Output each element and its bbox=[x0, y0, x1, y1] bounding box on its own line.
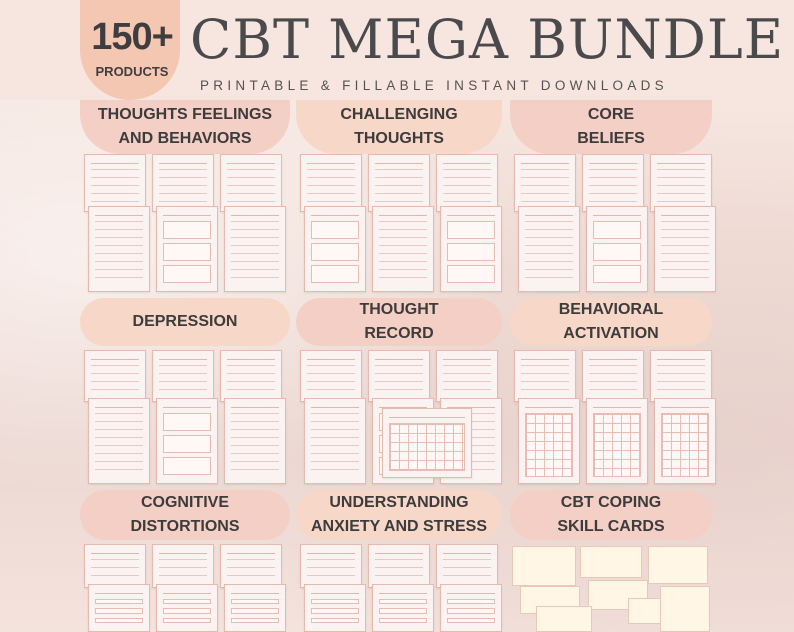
worksheet-thumbnail bbox=[304, 398, 366, 484]
worksheet-thumbnail bbox=[586, 206, 648, 292]
section-label-behavioral-activation: BEHAVIORAL ACTIVATION bbox=[510, 298, 712, 346]
worksheet-thumbnail bbox=[224, 584, 286, 632]
worksheet-thumbnail bbox=[300, 350, 362, 402]
coping-skill-card-thumbnail bbox=[512, 546, 576, 586]
section-label-depression: DEPRESSION bbox=[80, 298, 290, 346]
worksheet-thumbnail bbox=[368, 350, 430, 402]
coping-skill-card-thumbnail bbox=[536, 606, 592, 632]
section-label-anxiety-stress: UNDERSTANDING ANXIETY AND STRESS bbox=[296, 490, 502, 540]
worksheet-thumbnail bbox=[152, 350, 214, 402]
page-title: CBT MEGA BUNDLE bbox=[190, 8, 785, 71]
worksheet-thumbnail bbox=[300, 154, 362, 212]
count-badge bbox=[80, 0, 180, 100]
worksheet-thumbnail bbox=[582, 350, 644, 402]
worksheet-thumbnail bbox=[650, 350, 712, 402]
worksheet-thumbnail bbox=[220, 154, 282, 212]
worksheet-thumbnail bbox=[436, 350, 498, 402]
worksheet-thumbnail bbox=[582, 154, 644, 212]
worksheet-thumbnail bbox=[368, 544, 430, 588]
worksheet-thumbnail bbox=[514, 350, 576, 402]
worksheet-thumbnail bbox=[372, 206, 434, 292]
worksheet-thumbnail bbox=[84, 154, 146, 212]
coping-skill-card-thumbnail bbox=[648, 546, 708, 584]
worksheet-thumbnail bbox=[156, 206, 218, 292]
section-label-thought-record: THOUGHT RECORD bbox=[296, 298, 502, 346]
worksheet-thumbnail bbox=[436, 154, 498, 212]
worksheet-thumbnail bbox=[654, 398, 716, 484]
worksheet-thumbnail bbox=[440, 206, 502, 292]
worksheet-thumbnail bbox=[224, 206, 286, 292]
worksheet-thumbnail bbox=[518, 398, 580, 484]
coping-skill-card-thumbnail bbox=[580, 546, 642, 578]
worksheet-thumbnail bbox=[224, 398, 286, 484]
worksheet-thumbnail bbox=[436, 544, 498, 588]
coping-skill-card-thumbnail bbox=[660, 586, 710, 632]
worksheet-thumbnail bbox=[88, 398, 150, 484]
section-label-text: CBT COPING SKILL CARDS bbox=[557, 494, 665, 535]
section-label-text: BEHAVIORAL ACTIVATION bbox=[558, 301, 664, 342]
worksheet-thumbnail bbox=[84, 350, 146, 402]
worksheet-thumbnail bbox=[304, 206, 366, 292]
worksheet-thumbnail bbox=[152, 544, 214, 588]
worksheet-thumbnail bbox=[514, 154, 576, 212]
product-count-label: PRODUCTS bbox=[95, 64, 169, 79]
worksheet-thumbnail bbox=[152, 154, 214, 212]
section-label-text: THOUGHT RECORD bbox=[359, 301, 439, 342]
worksheet-thumbnail bbox=[368, 154, 430, 212]
section-label-coping-cards: CBT COPING SKILL CARDS bbox=[510, 490, 712, 540]
worksheet-thumbnail bbox=[304, 584, 366, 632]
worksheet-thumbnail bbox=[440, 584, 502, 632]
section-label-text: UNDERSTANDING ANXIETY AND STRESS bbox=[310, 494, 488, 535]
worksheet-thumbnail bbox=[84, 544, 146, 588]
section-label-text: CORE BELIEFS bbox=[577, 106, 645, 147]
worksheet-thumbnail bbox=[650, 154, 712, 212]
worksheet-thumbnail bbox=[586, 398, 648, 484]
worksheet-thumbnail bbox=[654, 206, 716, 292]
worksheet-thumbnail bbox=[156, 398, 218, 484]
section-label-core-beliefs: CORE BELIEFS bbox=[510, 100, 712, 154]
section-label-thoughts-feelings: THOUGHTS FEELINGS AND BEHAVIORS bbox=[80, 100, 290, 154]
worksheet-thumbnail bbox=[372, 584, 434, 632]
worksheet-thumbnail bbox=[88, 206, 150, 292]
section-label-text: CHALLENGING THOUGHTS bbox=[340, 106, 458, 147]
worksheet-thumbnail bbox=[220, 350, 282, 402]
page-subtitle: PRINTABLE & FILLABLE INSTANT DOWNLOADS bbox=[200, 78, 668, 93]
worksheet-thumbnail bbox=[220, 544, 282, 588]
worksheet-thumbnail bbox=[88, 584, 150, 632]
worksheet-thumbnail bbox=[518, 206, 580, 292]
worksheet-thumbnail bbox=[156, 584, 218, 632]
section-label-text: COGNITIVE DISTORTIONS bbox=[130, 494, 240, 535]
section-label-challenging-thoughts: CHALLENGING THOUGHTS bbox=[296, 100, 502, 154]
product-count: 150+ bbox=[91, 16, 174, 58]
section-label-text: THOUGHTS FEELINGS AND BEHAVIORS bbox=[97, 106, 273, 147]
worksheet-thumbnail bbox=[300, 544, 362, 588]
section-label-cognitive-distortions: COGNITIVE DISTORTIONS bbox=[80, 490, 290, 540]
worksheet-thumbnail bbox=[382, 408, 472, 478]
section-label-text: DEPRESSION bbox=[132, 313, 238, 330]
